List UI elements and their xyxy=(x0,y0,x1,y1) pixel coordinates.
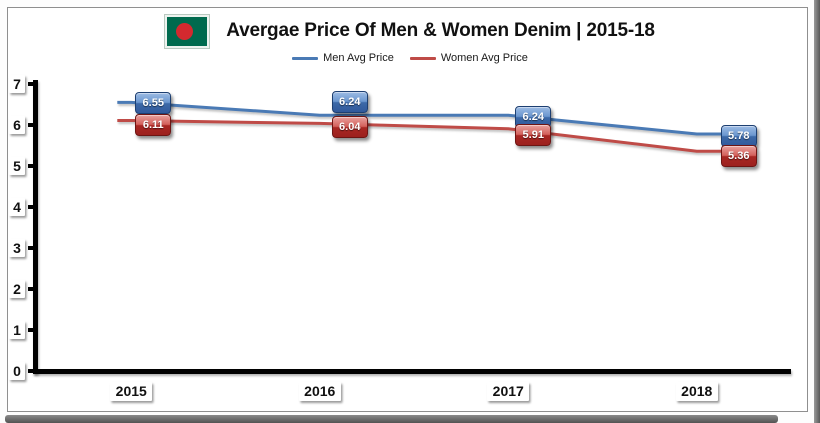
y-axis-label-2: 2 xyxy=(9,280,25,298)
x-axis-line xyxy=(33,369,791,374)
y-axis-tick-5 xyxy=(28,164,37,168)
right-shadow xyxy=(814,0,820,423)
y-axis-label-0: 0 xyxy=(9,362,25,380)
y-axis-tick-2 xyxy=(28,287,37,291)
legend-label-men-avg-price: Men Avg Price xyxy=(323,52,394,64)
x-axis-label-2016: 2016 xyxy=(298,382,341,401)
legend-item-women-avg-price: Women Avg Price xyxy=(409,52,528,64)
y-axis-tick-3 xyxy=(28,246,37,250)
legend: Men Avg Price Women Avg Price xyxy=(0,50,820,66)
y-axis-tick-1 xyxy=(28,328,37,332)
y-axis-tick-6 xyxy=(28,123,37,127)
data-label-women-avg-price-2015: 6.11 xyxy=(135,114,172,137)
legend-swatch-men-avg-price xyxy=(292,56,319,60)
data-label-men-avg-price-2016: 6.24 xyxy=(331,91,368,114)
y-axis-line xyxy=(33,80,38,374)
chart-title: Avergae Price Of Men & Women Denim | 201… xyxy=(226,20,655,41)
bangladesh-flag-icon xyxy=(165,14,210,48)
data-label-women-avg-price-2018: 5.36 xyxy=(720,145,757,168)
flag-red-circle-icon xyxy=(176,22,194,40)
y-axis-label-4: 4 xyxy=(9,198,25,216)
y-axis-tick-7 xyxy=(28,82,37,86)
y-axis-label-7: 7 xyxy=(9,75,25,93)
x-axis-label-2017: 2017 xyxy=(487,382,530,401)
data-label-men-avg-price-2015: 6.55 xyxy=(135,92,172,115)
y-axis-label-3: 3 xyxy=(9,239,25,257)
legend-item-men-avg-price: Men Avg Price xyxy=(292,52,394,64)
y-axis-label-5: 5 xyxy=(9,157,25,175)
y-axis-label-1: 1 xyxy=(9,321,25,339)
y-axis-tick-4 xyxy=(28,205,37,209)
data-label-women-avg-price-2016: 6.04 xyxy=(331,116,368,139)
data-label-men-avg-price-2018: 5.78 xyxy=(720,125,757,148)
bottom-shadow xyxy=(5,415,778,423)
title-row: Avergae Price Of Men & Women Denim | 201… xyxy=(40,13,780,49)
legend-label-women-avg-price: Women Avg Price xyxy=(440,52,528,64)
y-axis-tick-0 xyxy=(28,369,37,373)
y-axis-label-6: 6 xyxy=(9,116,25,134)
legend-swatch-women-avg-price xyxy=(409,56,436,60)
women-avg-price-line xyxy=(117,119,723,153)
x-axis-label-2015: 2015 xyxy=(110,382,153,401)
chart-frame xyxy=(7,7,808,412)
x-axis-label-2018: 2018 xyxy=(675,382,718,401)
men-avg-price-line xyxy=(117,100,723,136)
data-label-men-avg-price-2017: 6.24 xyxy=(515,106,552,129)
data-label-women-avg-price-2017: 5.91 xyxy=(515,123,552,146)
